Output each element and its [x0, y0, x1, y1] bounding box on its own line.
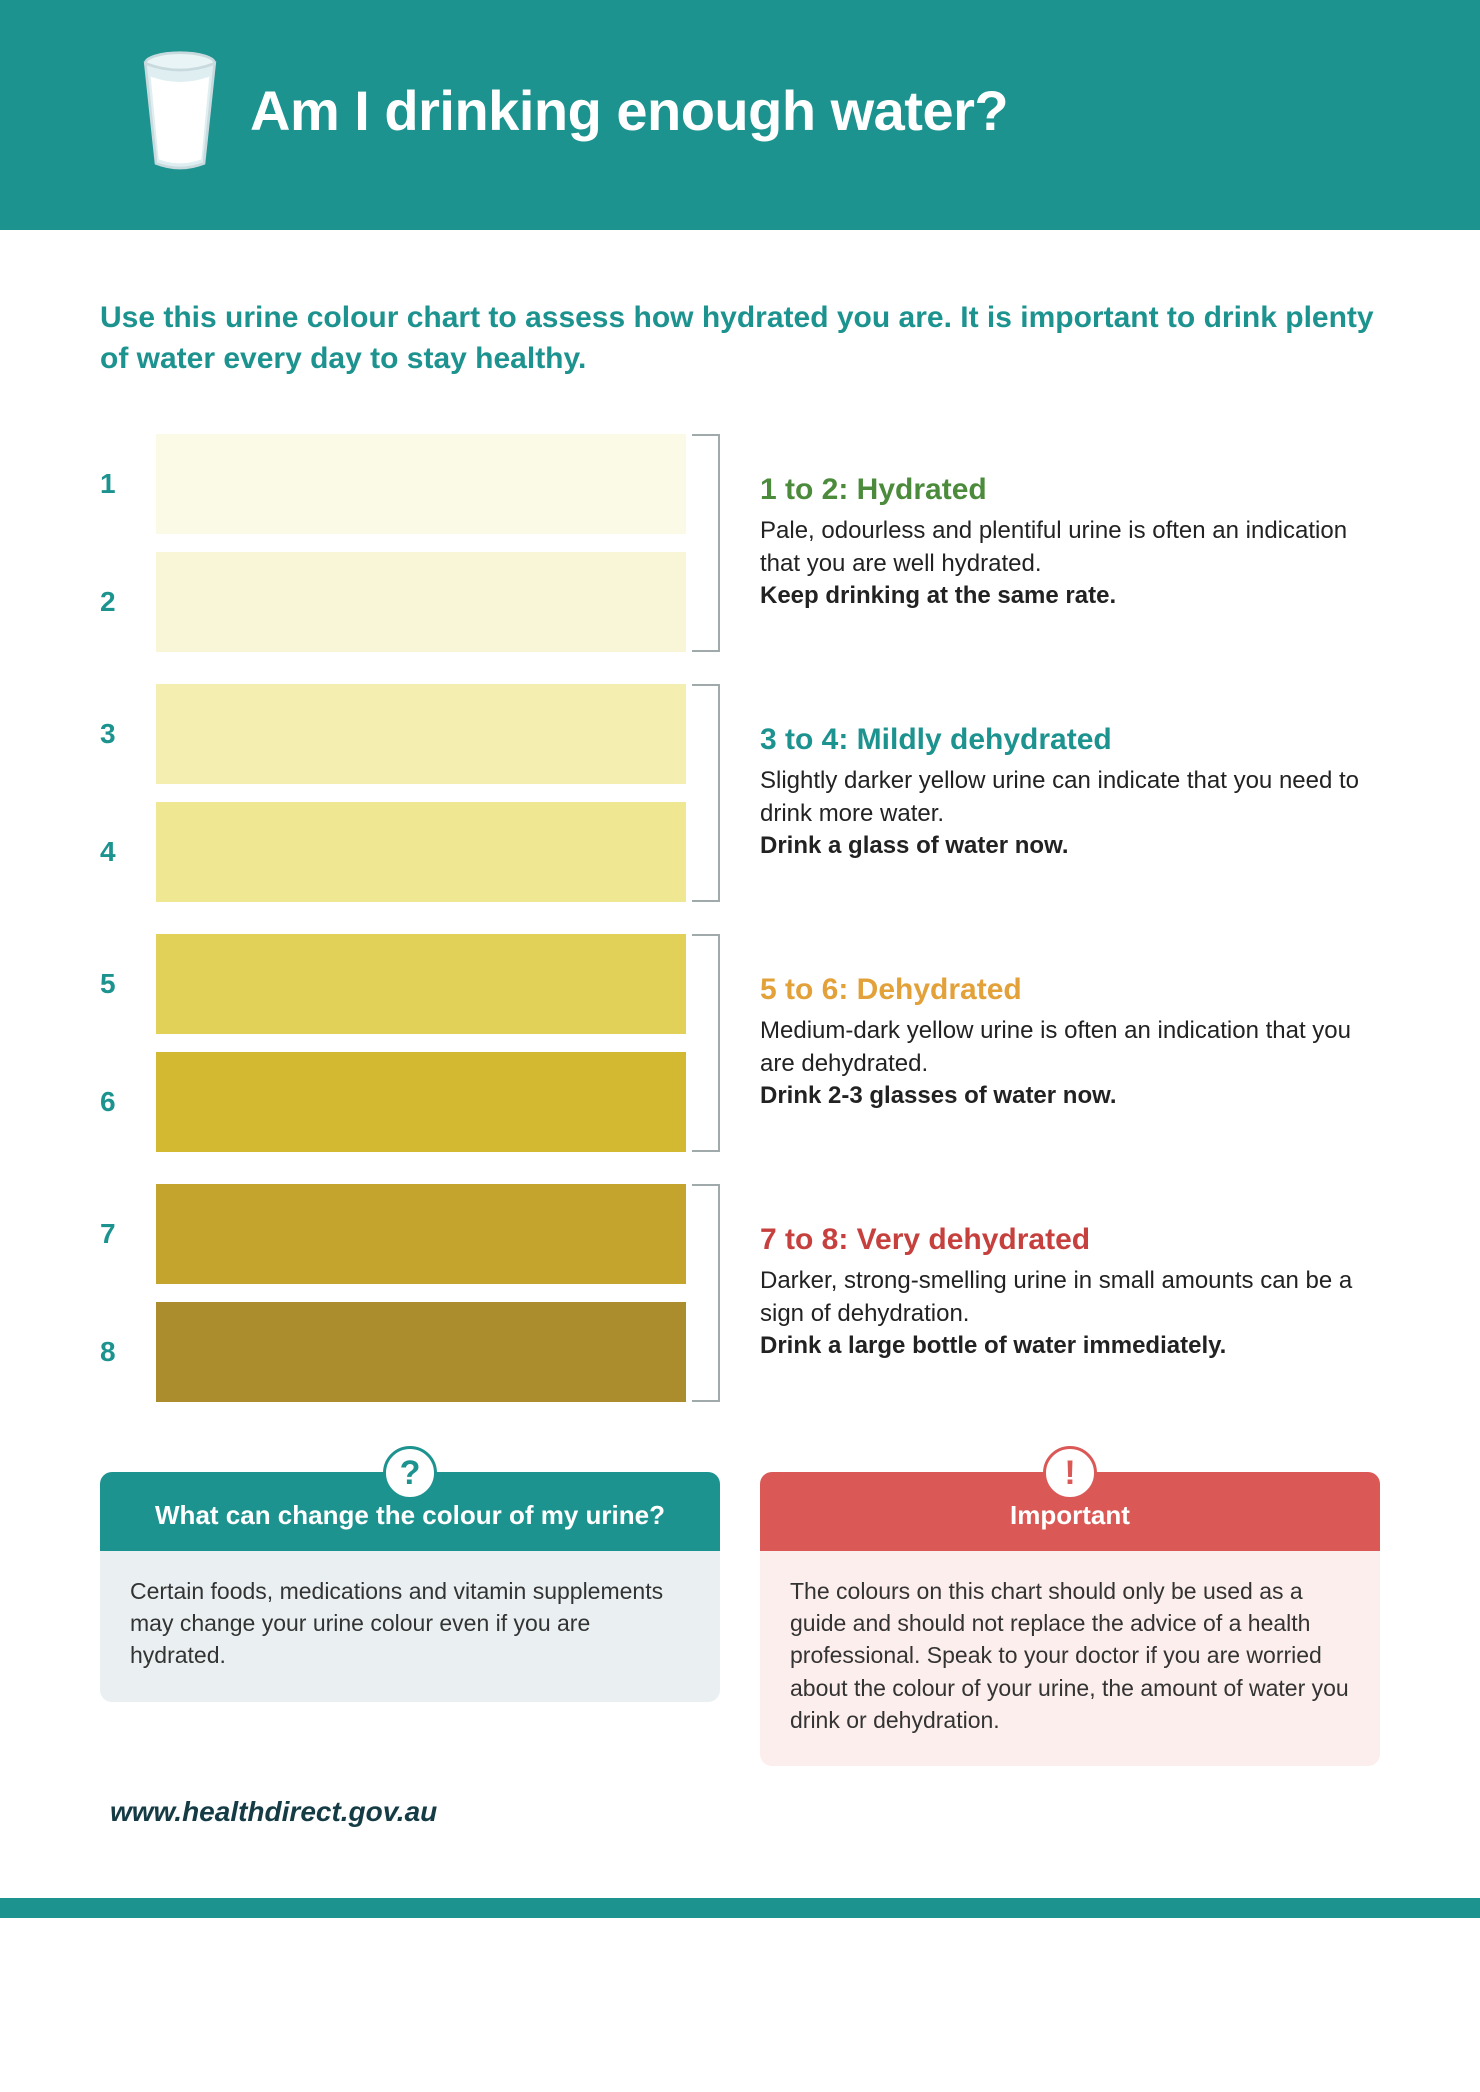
swatch-row: 7: [100, 1184, 686, 1284]
water-glass-icon: [140, 50, 220, 170]
group-title: 5 to 6: Dehydrated: [760, 973, 1380, 1007]
info-box-body: Certain foods, medications and vitamin s…: [100, 1551, 720, 1702]
bracket: [692, 684, 720, 902]
swatch-row: 3: [100, 684, 686, 784]
bracket: [692, 434, 720, 652]
question-icon: ?: [383, 1446, 437, 1500]
swatch-row: 6: [100, 1052, 686, 1152]
group-title: 3 to 4: Mildly dehydrated: [760, 723, 1380, 757]
swatch-column: 34: [100, 684, 686, 902]
bracket: [692, 1184, 720, 1402]
swatch-number: 5: [100, 968, 136, 1000]
main-content: Use this urine colour chart to assess ho…: [0, 248, 1480, 1898]
info-box: ?What can change the colour of my urine?…: [100, 1472, 720, 1766]
swatch-row: 4: [100, 802, 686, 902]
colour-swatch: [156, 1052, 686, 1152]
chart-group: 343 to 4: Mildly dehydratedSlightly dark…: [100, 684, 1380, 902]
footer-bar: [0, 1898, 1480, 1918]
swatch-column: 78: [100, 1184, 686, 1402]
swatch-row: 8: [100, 1302, 686, 1402]
group-title: 1 to 2: Hydrated: [760, 473, 1380, 507]
swatch-row: 2: [100, 552, 686, 652]
header-gap: [0, 230, 1480, 248]
swatch-number: 8: [100, 1336, 136, 1368]
info-boxes: ?What can change the colour of my urine?…: [100, 1472, 1380, 1766]
chart-group: 787 to 8: Very dehydratedDarker, strong-…: [100, 1184, 1380, 1402]
group-action: Drink a glass of water now.: [760, 832, 1069, 859]
group-description: 7 to 8: Very dehydrated Darker, strong-sm…: [720, 1184, 1380, 1402]
group-title: 7 to 8: Very dehydrated: [760, 1223, 1380, 1257]
swatch-number: 7: [100, 1218, 136, 1250]
group-description: 5 to 6: Dehydrated Medium-dark yellow uri…: [720, 934, 1380, 1152]
group-body: Darker, strong-smelling urine in small a…: [760, 1265, 1380, 1362]
group-body-text: Medium-dark yellow urine is often an ind…: [760, 1017, 1351, 1076]
colour-swatch: [156, 684, 686, 784]
group-action: Keep drinking at the same rate.: [760, 582, 1116, 609]
chart-group: 121 to 2: HydratedPale, odourless and pl…: [100, 434, 1380, 652]
chart-group: 565 to 6: DehydratedMedium-dark yellow u…: [100, 934, 1380, 1152]
colour-chart: 121 to 2: HydratedPale, odourless and pl…: [100, 434, 1380, 1402]
group-description: 1 to 2: Hydrated Pale, odourless and plen…: [720, 434, 1380, 652]
colour-swatch: [156, 802, 686, 902]
swatch-number: 1: [100, 468, 136, 500]
bracket: [692, 934, 720, 1152]
swatch-number: 4: [100, 836, 136, 868]
group-body: Medium-dark yellow urine is often an ind…: [760, 1015, 1380, 1112]
info-box: !ImportantThe colours on this chart shou…: [760, 1472, 1380, 1766]
swatch-number: 6: [100, 1086, 136, 1118]
group-body-text: Slightly darker yellow urine can indicat…: [760, 767, 1359, 826]
colour-swatch: [156, 1302, 686, 1402]
group-description: 3 to 4: Mildly dehydrated Slightly darker…: [720, 684, 1380, 902]
group-action: Drink a large bottle of water immediatel…: [760, 1332, 1226, 1359]
alert-icon: !: [1043, 1446, 1097, 1500]
swatch-number: 3: [100, 718, 136, 750]
colour-swatch: [156, 1184, 686, 1284]
swatch-number: 2: [100, 586, 136, 618]
group-body: Slightly darker yellow urine can indicat…: [760, 765, 1380, 862]
colour-swatch: [156, 434, 686, 534]
swatch-column: 56: [100, 934, 686, 1152]
footer-url: www.healthdirect.gov.au: [100, 1766, 1380, 1858]
colour-swatch: [156, 552, 686, 652]
intro-text: Use this urine colour chart to assess ho…: [100, 298, 1380, 379]
group-body: Pale, odourless and plentiful urine is o…: [760, 515, 1380, 612]
group-action: Drink 2-3 glasses of water now.: [760, 1082, 1117, 1109]
header: Am I drinking enough water?: [0, 0, 1480, 230]
swatch-row: 5: [100, 934, 686, 1034]
group-body-text: Darker, strong-smelling urine in small a…: [760, 1267, 1352, 1326]
swatch-column: 12: [100, 434, 686, 652]
info-box-body: The colours on this chart should only be…: [760, 1551, 1380, 1766]
group-body-text: Pale, odourless and plentiful urine is o…: [760, 517, 1347, 576]
swatch-row: 1: [100, 434, 686, 534]
colour-swatch: [156, 934, 686, 1034]
page-title: Am I drinking enough water?: [250, 78, 1008, 143]
